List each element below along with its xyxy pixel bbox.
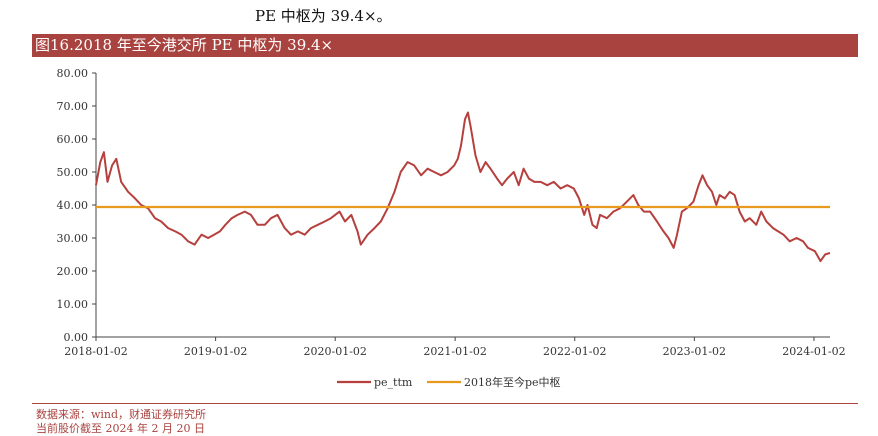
series-pe-ttm-line (95, 111, 831, 263)
y-tick-label: 50.00 (57, 166, 89, 179)
legend-label: pe_ttm (374, 376, 413, 389)
y-tick-label: 40.00 (57, 199, 89, 212)
x-tick-label: 2020-01-02 (303, 345, 366, 358)
x-tick-label: 2018-01-02 (64, 345, 127, 358)
y-tick-label: 60.00 (57, 133, 89, 146)
y-tick-label: 20.00 (57, 265, 89, 278)
x-tick-label: 2023-01-02 (663, 345, 726, 358)
y-tick-label: 70.00 (57, 100, 89, 113)
figure-title: 图16.2018 年至今港交所 PE 中枢为 39.4× (32, 34, 858, 57)
footnote-date: 当前股价截至 2024 年 2 月 20 日 (36, 422, 205, 435)
y-tick-label: 30.00 (57, 232, 89, 245)
x-tick-label: 2021-01-02 (423, 345, 486, 358)
y-axis: 0.00 10.00 20.00 30.00 40.00 50.00 60.00 70.00 8… (57, 67, 97, 344)
y-tick-label: 80.00 (57, 67, 89, 80)
y-tick-label: 10.00 (57, 298, 89, 311)
legend-label: 2018年至今pe中枢 (464, 375, 561, 389)
x-tick-label: 2022-01-02 (543, 345, 606, 358)
footnote-source: 数据来源：wind，财通证券研究所 (36, 408, 207, 421)
legend: pe_ttm 2018年至今pe中枢 (337, 375, 561, 389)
y-tick-label: 0.00 (64, 331, 89, 344)
x-axis: 2018-01-02 2019-01-02 2020-01-02 2021-01-02… (64, 336, 846, 358)
x-tick-label: 2019-01-02 (184, 345, 247, 358)
top-text: PE 中枢为 39.4×。 (255, 7, 392, 25)
footnote-divider (32, 403, 858, 404)
series-layer (95, 111, 831, 263)
x-tick-label: 2024-01-02 (782, 345, 845, 358)
